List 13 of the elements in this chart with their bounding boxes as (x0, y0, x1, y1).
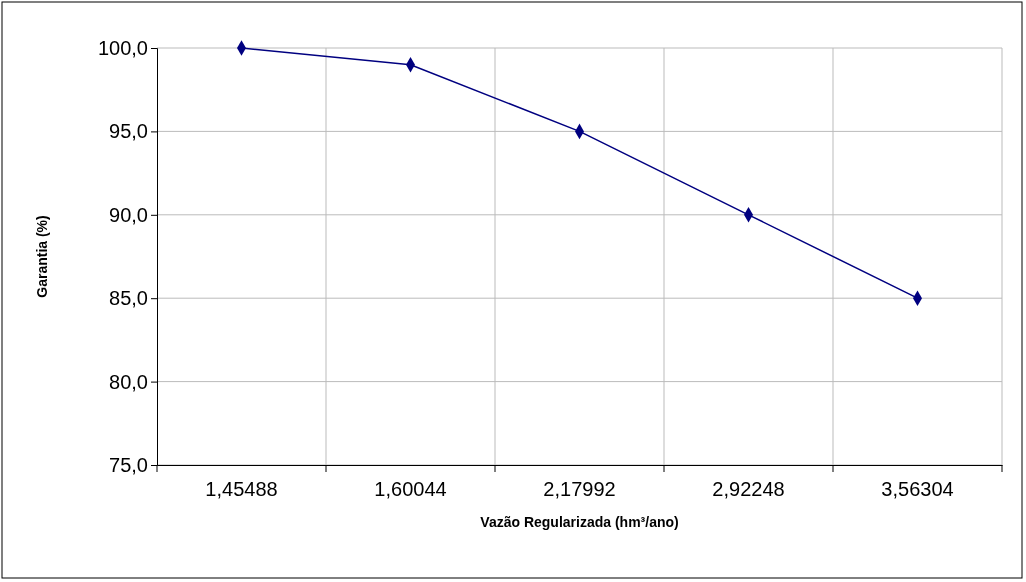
x-tick-label: 3,56304 (881, 478, 954, 500)
x-axis-title: Vazão Regularizada (hm³/ano) (480, 514, 679, 530)
x-tick-label: 2,17992 (543, 478, 616, 500)
y-tick-label: 100,0 (97, 36, 148, 59)
y-tick-label: 75,0 (109, 453, 148, 476)
y-tick-label: 95,0 (109, 120, 148, 143)
y-tick-label: 80,0 (109, 370, 148, 393)
y-tick-label: 85,0 (109, 287, 148, 310)
x-tick-label: 2,92248 (712, 478, 785, 500)
x-tick-label: 1,45488 (205, 478, 278, 500)
y-tick-label: 90,0 (109, 203, 148, 226)
x-tick-label: 1,60044 (374, 478, 447, 500)
y-axis-title: Garantia (%) (34, 215, 50, 298)
